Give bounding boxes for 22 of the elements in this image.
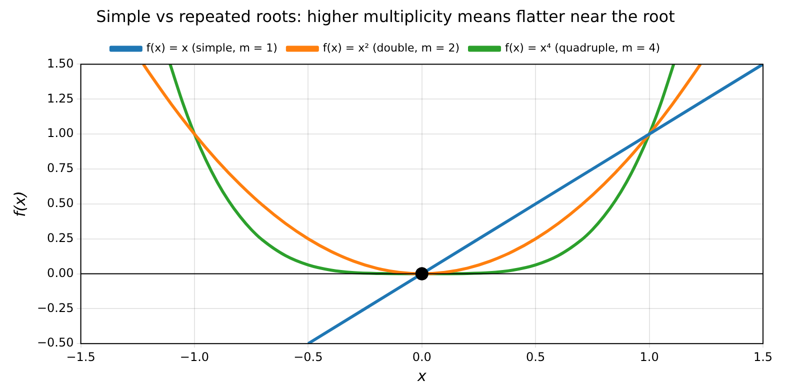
- y-tick-label: 0.00: [47, 266, 74, 280]
- legend-label: f(x) = x² (double, m = 2): [322, 42, 460, 55]
- x-tick-label: 1.5: [753, 350, 773, 364]
- chart-title: Simple vs repeated roots: higher multiplicity means flatter near the root: [96, 6, 675, 26]
- x-tick-label: −0.5: [294, 350, 323, 364]
- legend-label: f(x) = x⁴ (quadruple, m = 4): [505, 42, 660, 55]
- x-tick-label: −1.0: [180, 350, 210, 364]
- y-tick-label: 0.75: [47, 161, 74, 176]
- x-tick-label: 0.0: [412, 350, 432, 364]
- x-tick-label: 1.0: [640, 350, 659, 364]
- y-axis-title: f(x): [10, 190, 29, 217]
- y-tick-label: 1.50: [47, 56, 74, 70]
- x-tick-label: 0.5: [526, 350, 546, 364]
- y-tick-label: 1.00: [47, 126, 74, 140]
- y-tick-label: 0.50: [47, 196, 74, 210]
- y-tick-label: 1.25: [47, 91, 74, 106]
- y-tick-label: 0.25: [47, 230, 74, 245]
- y-tick-label: −0.50: [36, 336, 74, 350]
- y-tick-label: −0.25: [36, 300, 74, 315]
- legend-label: f(x) = x (simple, m = 1): [146, 42, 278, 55]
- x-tick-label: −1.5: [66, 350, 96, 364]
- x-axis-title: x: [416, 366, 426, 385]
